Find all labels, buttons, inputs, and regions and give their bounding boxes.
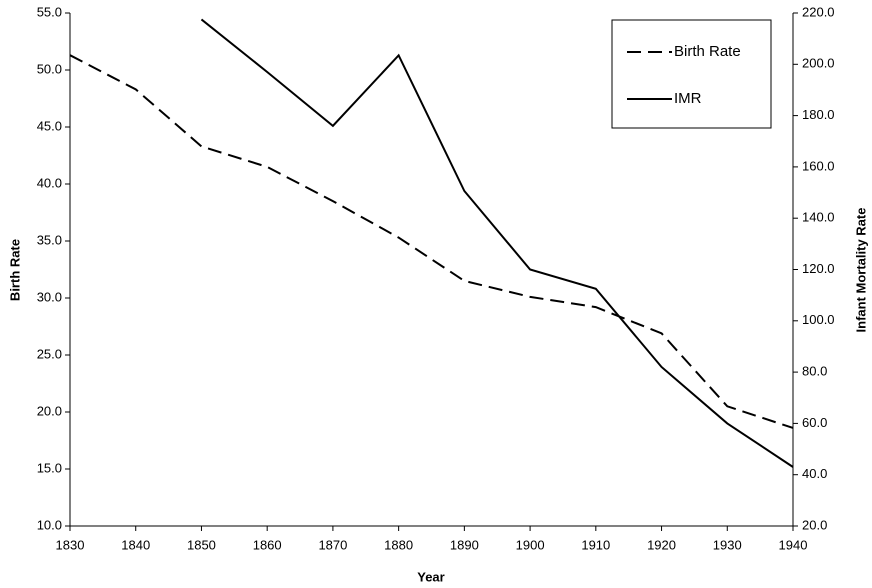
y2-tick-label: 180.0 [802, 107, 835, 122]
y-tick-label: 25.0 [37, 346, 62, 361]
y2-tick-label: 160.0 [802, 158, 835, 173]
y-tick-label: 10.0 [37, 517, 62, 532]
x-tick-label: 1940 [779, 537, 808, 552]
y-tick-label: 15.0 [37, 460, 62, 475]
y-axis-label: Birth Rate [7, 239, 22, 301]
x-tick-label: 1900 [516, 537, 545, 552]
x-tick-label: 1910 [581, 537, 610, 552]
x-tick-label: 1890 [450, 537, 479, 552]
y-tick-label: 20.0 [37, 403, 62, 418]
y2-tick-label: 100.0 [802, 312, 835, 327]
y-tick-label: 55.0 [37, 4, 62, 19]
x-tick-label: 1860 [253, 537, 282, 552]
y2-tick-label: 120.0 [802, 261, 835, 276]
y-tick-label: 35.0 [37, 232, 62, 247]
y2-axis-label: Infant Mortality Rate [853, 208, 868, 333]
y2-tick-label: 140.0 [802, 210, 835, 225]
y-tick-label: 30.0 [37, 289, 62, 304]
y-tick-label: 45.0 [37, 118, 62, 133]
x-tick-label: 1830 [56, 537, 85, 552]
x-axis-label: Year [417, 569, 444, 584]
y-tick-label: 50.0 [37, 61, 62, 76]
y2-tick-label: 40.0 [802, 466, 827, 481]
x-tick-label: 1850 [187, 537, 216, 552]
y2-tick-label: 80.0 [802, 364, 827, 379]
x-tick-label: 1840 [121, 537, 150, 552]
legend-box [611, 19, 772, 129]
x-tick-label: 1870 [318, 537, 347, 552]
y2-tick-label: 20.0 [802, 517, 827, 532]
x-tick-label: 1930 [713, 537, 742, 552]
y2-tick-label: 200.0 [802, 56, 835, 71]
legend-label: Birth Rate [674, 43, 741, 60]
y2-tick-label: 60.0 [802, 415, 827, 430]
y-tick-label: 40.0 [37, 175, 62, 190]
y2-tick-label: 220.0 [802, 4, 835, 19]
legend-label: IMR [674, 90, 702, 107]
x-tick-label: 1880 [384, 537, 413, 552]
series-line [69, 54, 794, 429]
series-line [200, 18, 794, 468]
x-tick-label: 1920 [647, 537, 676, 552]
